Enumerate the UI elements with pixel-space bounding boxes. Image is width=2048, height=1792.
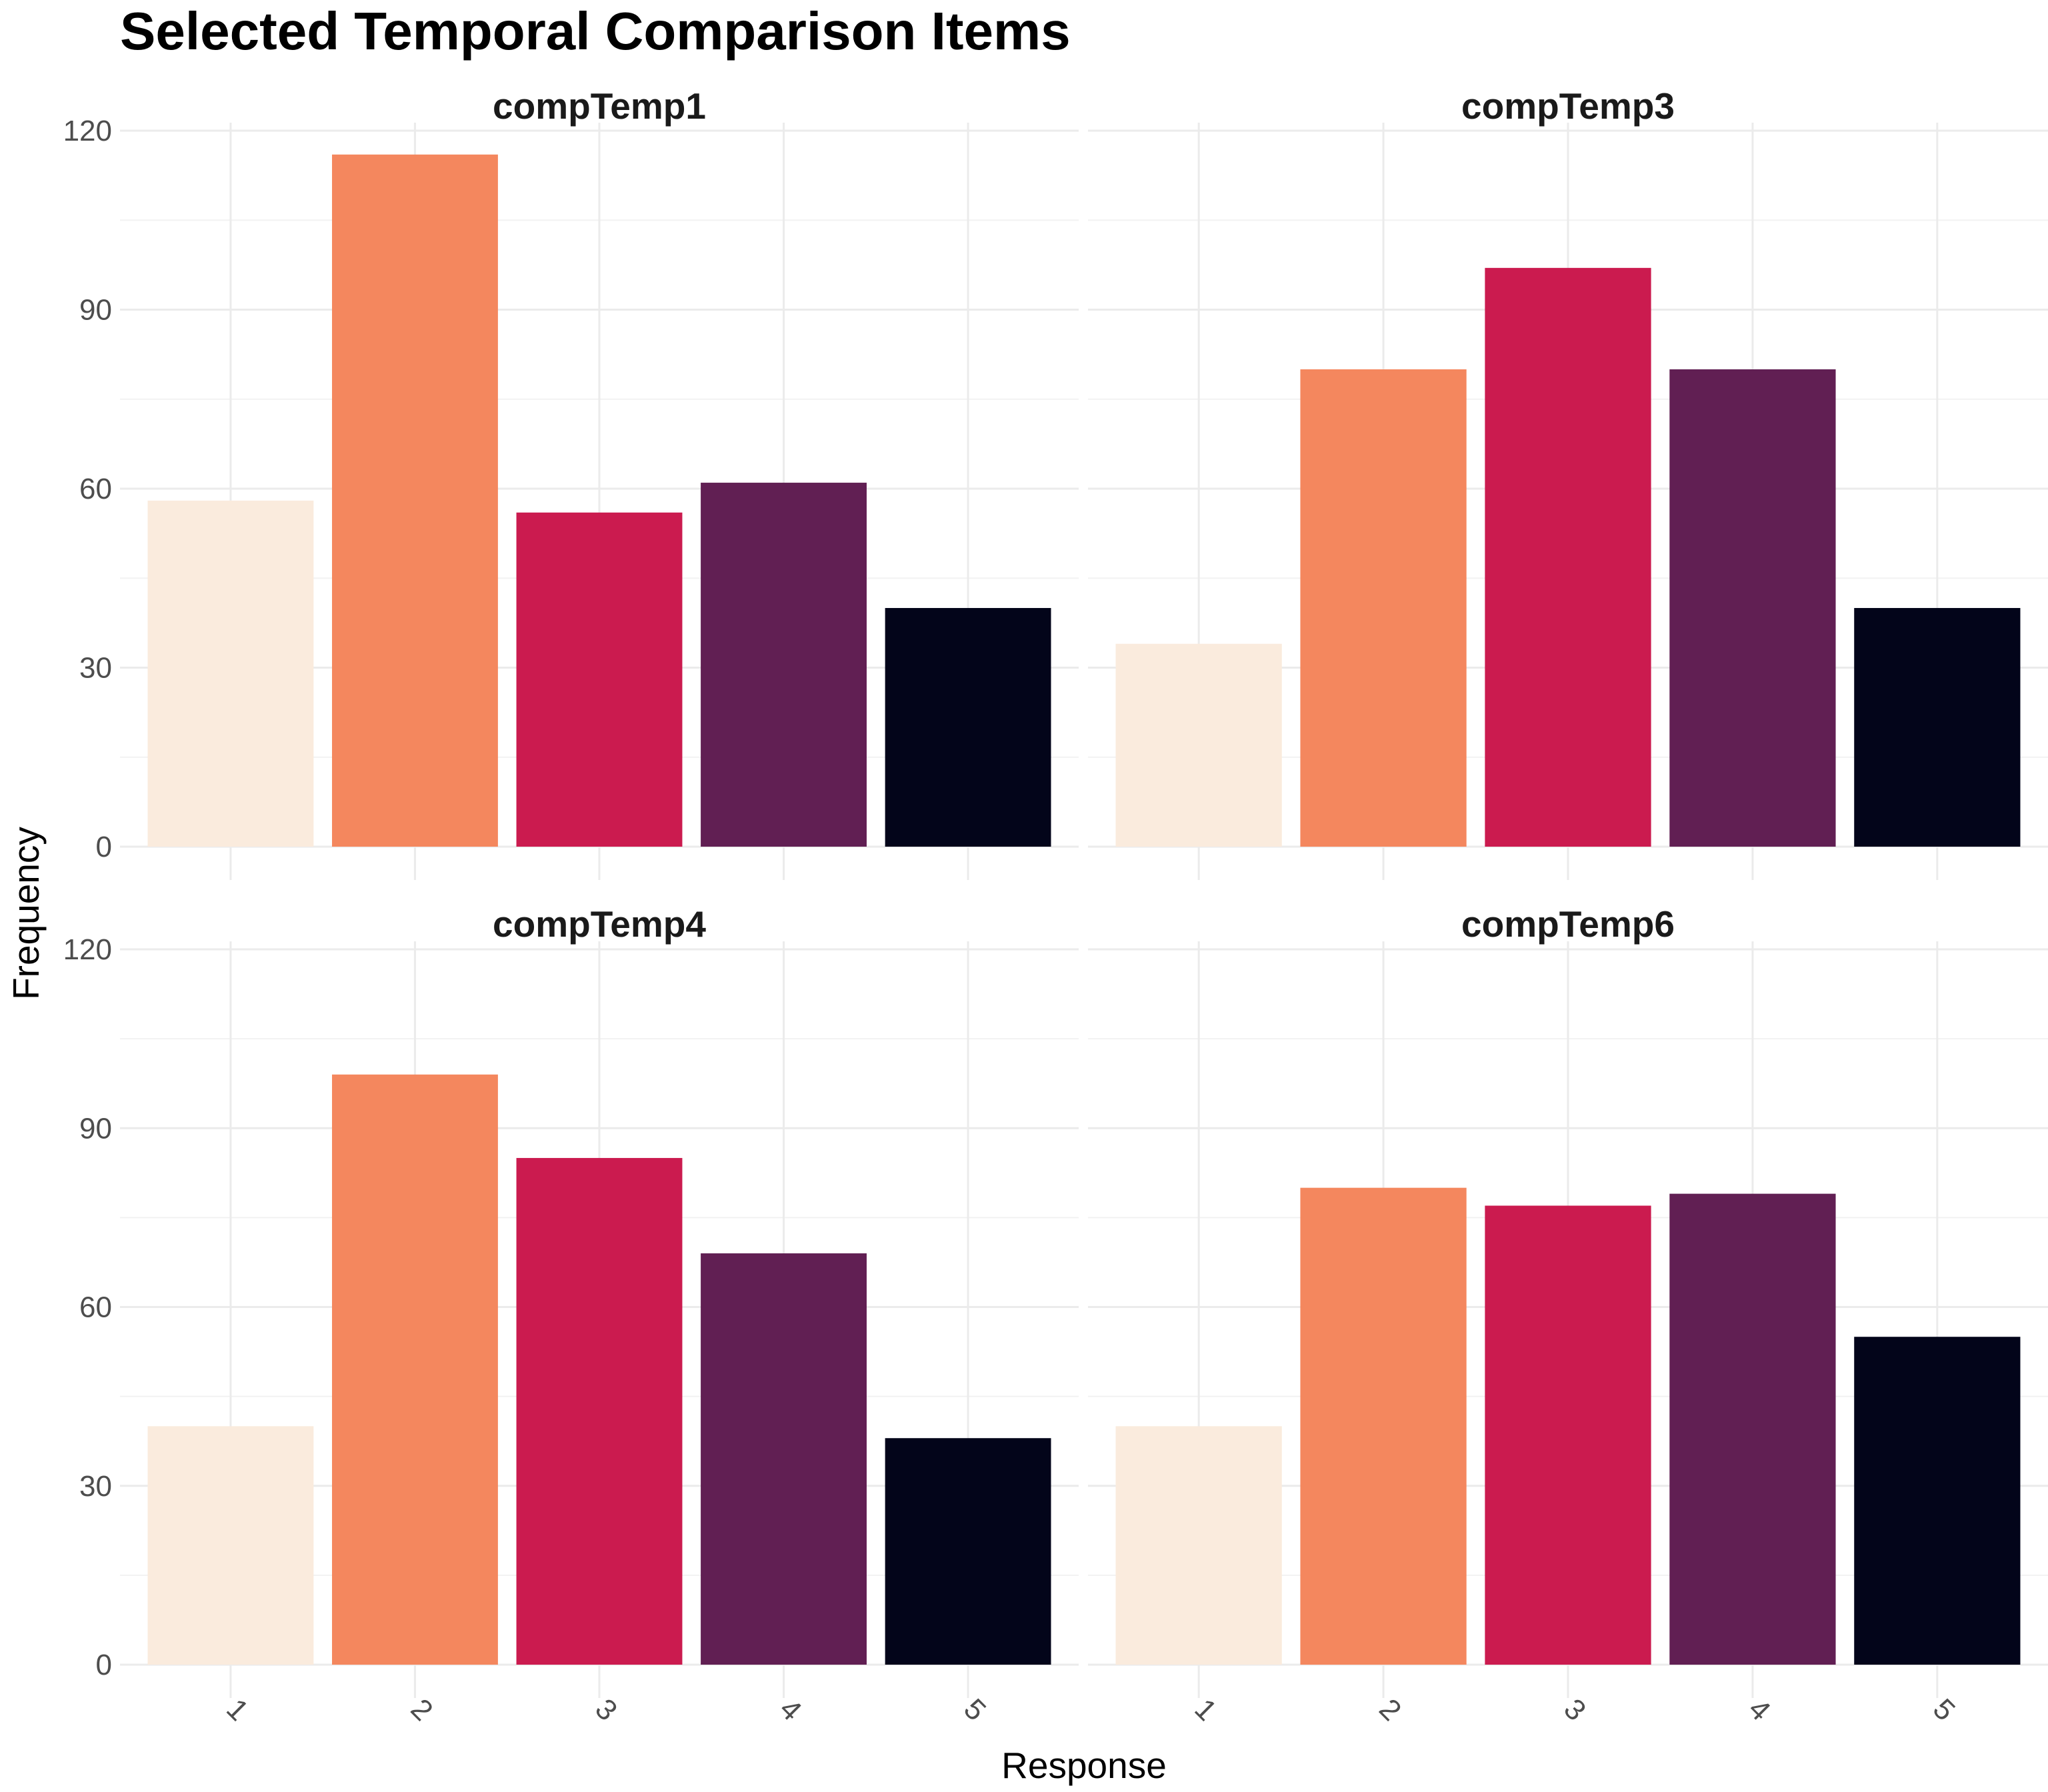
facet-title: compTemp6: [1461, 903, 1675, 945]
y-tick-label: 90: [79, 294, 112, 327]
y-tick-label: 60: [79, 473, 112, 505]
y-axis-label: Frequency: [5, 827, 47, 1000]
bar-compTemp6-5: [1854, 1337, 2021, 1665]
bar-compTemp6-1: [1115, 1426, 1282, 1665]
facet-title: compTemp1: [493, 85, 706, 127]
x-tick-label: 2: [405, 1693, 439, 1727]
bar-compTemp4-3: [516, 1157, 683, 1665]
facet-panel-compTemp1: compTemp1 0 30 60 90 120: [63, 85, 1079, 880]
facet-panel-compTemp4: compTemp4 0 30 60 90 120 1 2 3 4 5: [63, 903, 1079, 1727]
panels: compTemp1 0 30 60 90 120 compTemp3 compTemp4 0 30…: [63, 85, 2048, 1727]
x-tick-label: 1: [1188, 1693, 1223, 1727]
y-tick-label: 30: [79, 1470, 112, 1503]
facet-panel-compTemp6: compTemp6 1 2 3 4 5: [1088, 903, 2048, 1727]
y-tick-label: 30: [79, 652, 112, 685]
x-tick-label: 5: [1927, 1693, 1961, 1727]
bar-compTemp3-1: [1115, 643, 1282, 847]
x-tick-label: 4: [1742, 1693, 1777, 1727]
y-tick-label: 0: [96, 831, 112, 863]
bar-compTemp3-4: [1669, 369, 1836, 847]
bar-compTemp6-4: [1669, 1193, 1836, 1665]
bar-compTemp6-3: [1485, 1205, 1651, 1665]
y-tick-label: 60: [79, 1291, 112, 1324]
y-tick-label: 120: [63, 115, 112, 147]
bar-compTemp1-3: [516, 512, 683, 847]
bar-compTemp3-3: [1485, 267, 1651, 847]
y-tick-label: 90: [79, 1112, 112, 1145]
x-tick-label: 3: [1557, 1693, 1592, 1727]
bar-compTemp1-4: [701, 483, 867, 847]
facet-panel-compTemp3: compTemp3: [1088, 85, 2048, 880]
y-tick-label: 120: [63, 933, 112, 966]
bar-compTemp1-5: [885, 608, 1051, 847]
bar-compTemp3-2: [1300, 369, 1467, 847]
bar-compTemp3-5: [1854, 608, 2021, 847]
x-tick-label: 2: [1373, 1693, 1407, 1727]
bar-compTemp4-1: [147, 1426, 314, 1665]
facet-title: compTemp4: [493, 903, 706, 945]
x-tick-label: 4: [773, 1693, 808, 1727]
x-tick-label: 1: [220, 1693, 255, 1727]
bar-compTemp1-1: [147, 500, 314, 847]
bar-compTemp6-2: [1300, 1187, 1467, 1665]
bar-compTemp1-2: [332, 154, 498, 847]
bar-compTemp4-5: [885, 1438, 1051, 1665]
bar-compTemp4-4: [701, 1253, 867, 1665]
x-axis-label: Response: [1001, 1745, 1167, 1786]
x-tick-label: 5: [957, 1693, 992, 1727]
bar-compTemp4-2: [332, 1074, 498, 1665]
chart-title: Selected Temporal Comparison Items: [120, 1, 1071, 61]
facet-title: compTemp3: [1461, 85, 1675, 127]
x-tick-label: 3: [589, 1693, 623, 1727]
y-tick-label: 0: [96, 1649, 112, 1681]
